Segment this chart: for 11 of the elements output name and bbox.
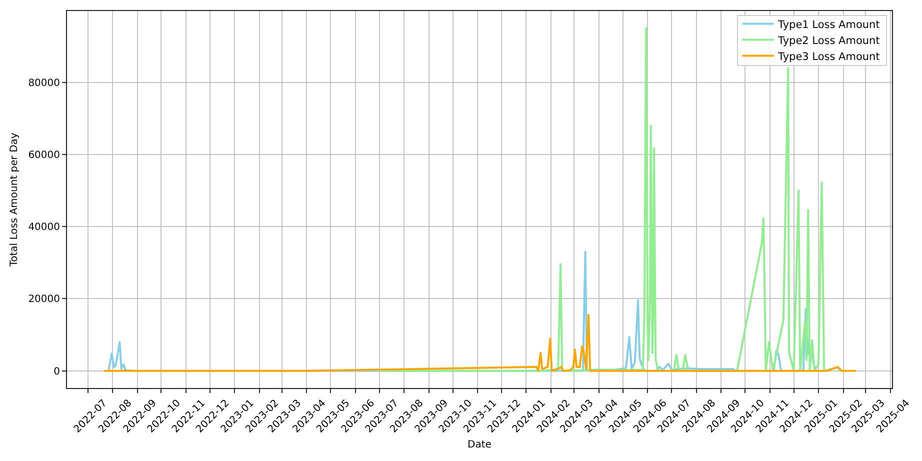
y-tick-label: 80000 [28, 78, 60, 89]
legend-label: Type3 Loss Amount [777, 50, 880, 63]
y-axis-title: Total Loss Amount per Day [9, 132, 20, 268]
y-tick-label: 0 [54, 366, 60, 378]
legend-label: Type1 Loss Amount [777, 18, 880, 31]
x-axis-title: Date [468, 440, 492, 451]
legend-label: Type2 Loss Amount [777, 34, 880, 47]
y-tick-label: 40000 [28, 222, 60, 234]
line-series [104, 314, 856, 372]
y-tick-label: 20000 [28, 294, 60, 306]
y-tick-label: 60000 [28, 150, 60, 161]
